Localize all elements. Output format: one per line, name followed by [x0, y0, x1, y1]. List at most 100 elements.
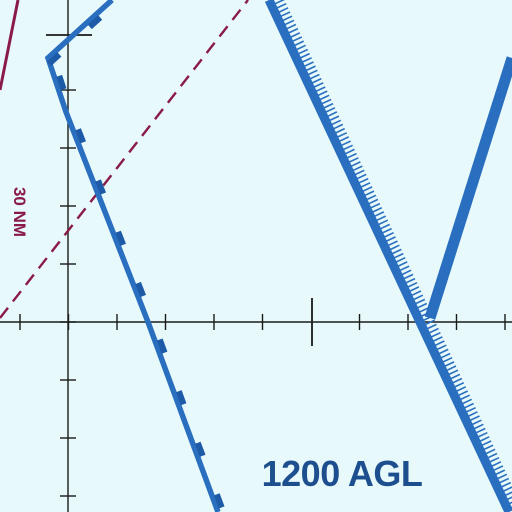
hatch-mark	[409, 286, 420, 292]
hatch-mark	[321, 98, 332, 105]
airway-tick	[47, 52, 62, 66]
hatch-mark	[456, 386, 467, 392]
hatch-mark	[458, 390, 469, 397]
airway-tick	[214, 493, 225, 509]
boundary-lines	[0, 0, 249, 319]
hatch-mark	[472, 419, 482, 426]
hatch-mark	[366, 194, 377, 201]
hatch-mark	[360, 182, 371, 188]
hatch-mark	[432, 336, 443, 342]
hatch-mark	[503, 486, 512, 492]
airway-tick	[135, 281, 146, 298]
hatch-mark	[452, 377, 463, 384]
hatch-mark	[462, 398, 473, 405]
hatch-mark	[380, 223, 391, 230]
hatch-mark	[448, 369, 459, 376]
hatch-mark	[442, 356, 453, 363]
hatch-mark	[335, 127, 346, 134]
hatch-mark	[431, 331, 441, 338]
hatch-mark	[378, 219, 389, 226]
hatch-mark	[434, 340, 445, 347]
hatch-mark	[339, 136, 350, 142]
hatch-mark	[376, 215, 387, 222]
hatch-mark	[325, 107, 336, 113]
hatch-mark	[493, 465, 504, 471]
narrow-airway	[44, 0, 225, 512]
hatch-mark	[397, 261, 408, 267]
hatch-mark	[296, 44, 307, 51]
boundary-dashed-line	[0, 0, 249, 319]
hatch-mark	[444, 361, 455, 367]
hatch-mark	[311, 77, 322, 84]
hatch-mark	[349, 157, 359, 163]
hatch-mark	[413, 294, 424, 301]
hatch-mark	[317, 90, 328, 97]
hatch-mark	[473, 423, 484, 430]
hatch-mark	[290, 32, 301, 38]
airway-tick	[176, 390, 187, 406]
hatch-mark	[331, 119, 342, 126]
hatch-mark	[372, 206, 383, 213]
hatch-mark	[368, 198, 379, 205]
hatch-mark	[284, 19, 295, 26]
hatch-mark	[446, 365, 457, 372]
hatch-mark	[337, 132, 348, 138]
hatch-mark	[440, 352, 451, 359]
hatch-mark	[429, 327, 439, 334]
airway-tick	[115, 230, 126, 246]
hatch-mark	[350, 161, 361, 167]
hatch-mark	[358, 177, 369, 184]
hatch-mark	[300, 52, 310, 59]
hatch-mark	[497, 473, 508, 480]
hatch-mark	[294, 40, 305, 47]
hatch-mark	[499, 477, 510, 484]
hatch-mark	[386, 236, 396, 242]
hatch-mark	[475, 427, 486, 434]
hatch-mark	[309, 73, 320, 80]
hatch-mark	[479, 436, 490, 442]
hatch-mark	[298, 48, 309, 55]
hatch-mark	[464, 402, 474, 409]
wide-airway-outer-edge	[264, 0, 512, 512]
hatch-mark	[483, 444, 494, 451]
hatch-mark	[292, 36, 303, 42]
hatch-mark	[393, 252, 404, 259]
distance-label-partial: 30 NM	[10, 187, 29, 237]
hatch-mark	[491, 461, 502, 467]
hatch-mark	[282, 15, 293, 22]
hatch-mark	[352, 165, 363, 172]
hatch-mark	[286, 23, 297, 30]
hatch-mark	[370, 202, 381, 209]
hatch-mark	[507, 496, 512, 501]
hatch-mark	[419, 306, 430, 313]
hatch-mark	[495, 469, 506, 476]
hatch-mark	[505, 491, 512, 496]
hatch-mark	[323, 102, 334, 109]
hatch-mark	[415, 298, 426, 305]
airway-tick	[87, 15, 103, 30]
airway-tick	[195, 441, 206, 457]
hatch-mark	[356, 173, 367, 180]
hatch-mark	[306, 65, 316, 72]
boundary-solid-line	[0, 0, 20, 91]
hatch-mark	[327, 111, 338, 117]
hatch-mark	[407, 281, 418, 288]
hatch-mark	[302, 57, 312, 63]
hatch-mark	[388, 240, 398, 247]
hatch-mark	[343, 144, 353, 151]
hatch-mark	[288, 27, 299, 34]
hatch-mark	[341, 140, 351, 147]
wide-airway	[264, 0, 512, 512]
hatch-mark	[489, 456, 500, 463]
hatch-mark	[374, 211, 385, 217]
hatch-mark	[333, 123, 344, 130]
hatch-mark	[354, 169, 365, 176]
hatch-mark	[466, 406, 476, 413]
hatch-mark	[390, 244, 400, 251]
hatch-mark	[417, 302, 428, 309]
hatch-mark	[477, 431, 488, 438]
hatch-mark	[304, 61, 314, 67]
hatch-mark	[470, 415, 480, 421]
